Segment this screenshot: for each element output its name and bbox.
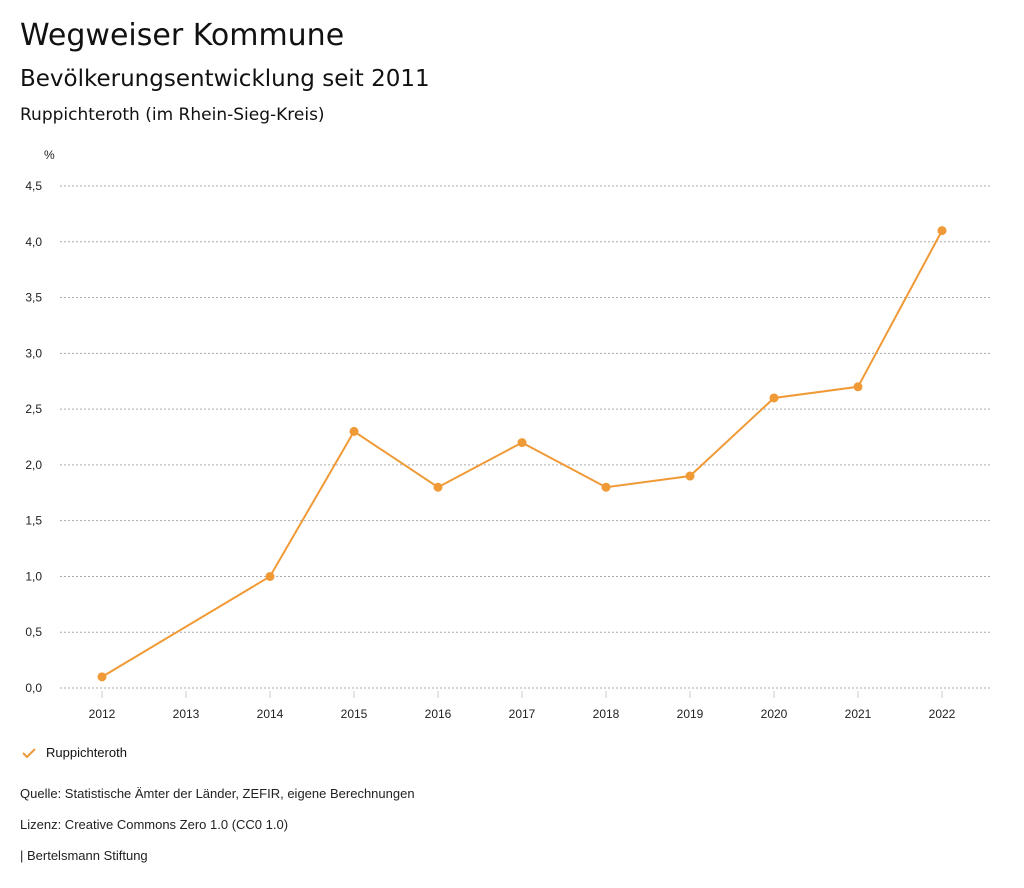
y-tick-label: 1,0 [25, 569, 42, 583]
y-tick-label: 4,5 [25, 179, 42, 193]
x-tick-label: 2020 [761, 707, 788, 721]
legend-label: Ruppichteroth [46, 745, 127, 760]
x-tick-label: 2016 [425, 707, 452, 721]
y-tick-label: 4,0 [25, 235, 42, 249]
data-point [769, 393, 779, 403]
x-tick-label: 2017 [509, 707, 536, 721]
x-tick-label: 2013 [173, 707, 200, 721]
y-tick-label: 1,5 [25, 514, 42, 528]
data-point [937, 226, 947, 236]
x-tick-label: 2014 [257, 707, 284, 721]
line-chart: % 0,0 0,5 1,0 1,5 2,0 2,5 3,0 3,5 4,0 4,5 2012 2013 2… [25, 148, 990, 721]
series-line [101, 230, 943, 678]
y-tick-label: 0,0 [25, 681, 42, 695]
y-tick-label: 2,0 [25, 458, 42, 472]
x-tick-label: 2015 [341, 707, 368, 721]
license-note: Lizenz: Creative Commons Zero 1.0 (CC0 1… [20, 817, 289, 832]
x-tick-label: 2021 [845, 707, 872, 721]
x-tick-label: 2012 [89, 707, 116, 721]
data-point [601, 482, 611, 492]
y-tick-label: 0,5 [25, 625, 42, 639]
data-point [433, 482, 443, 492]
x-tick-label: 2018 [593, 707, 620, 721]
y-tick-label: 3,5 [25, 291, 42, 305]
data-point [349, 426, 359, 436]
data-point [685, 471, 695, 481]
source-note: Quelle: Statistische Ämter der Länder, Z… [20, 786, 415, 801]
publisher-note: | Bertelsmann Stiftung [20, 848, 148, 863]
x-tick-label: 2022 [929, 707, 956, 721]
y-tick-label: 3,0 [25, 346, 42, 360]
legend[interactable]: Ruppichteroth [22, 745, 127, 760]
y-axis-unit: % [44, 148, 55, 162]
y-tick-label: 2,5 [25, 402, 42, 416]
data-point [517, 438, 527, 448]
data-point [265, 571, 275, 581]
chart-title: Bevölkerungsentwicklung seit 2011 [20, 66, 430, 92]
app-title: Wegweiser Kommune [20, 18, 345, 53]
data-point [97, 672, 107, 682]
x-tick-label: 2019 [677, 707, 704, 721]
chart-subtitle: Ruppichteroth (im Rhein-Sieg-Kreis) [20, 105, 325, 125]
check-icon [22, 747, 36, 758]
data-point [853, 382, 863, 392]
